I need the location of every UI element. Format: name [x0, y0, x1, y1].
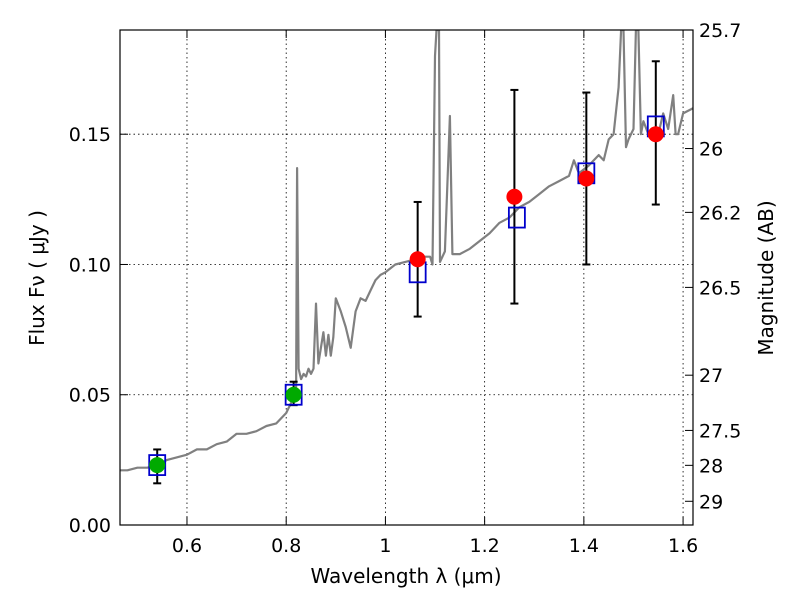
x-tick-label: 1.6	[668, 535, 698, 557]
y-axis-ticks: 0.00 0.05 0.10 0.15	[69, 124, 128, 537]
right-axis-ticks: 25.7 26 26.2 26.5 27 27.5 28 29	[685, 20, 741, 513]
x-tick-label: 1.2	[470, 535, 500, 557]
plot-frame	[119, 29, 694, 526]
x-tick-label: 0.8	[271, 535, 301, 557]
plot-area	[120, 30, 693, 485]
x-tick-label: 1	[379, 535, 391, 557]
right-tick-label: 25.7	[699, 20, 741, 42]
observed-nir-point	[647, 126, 664, 143]
observed-nir-point	[578, 170, 595, 187]
observed-nir-point	[506, 188, 523, 205]
right-tick-label: 29	[699, 491, 723, 513]
observed-optical-point	[149, 457, 166, 474]
right-axis-label: Magnitude (AB)	[754, 200, 778, 355]
y-tick-label: 0.05	[69, 385, 111, 407]
right-tick-label: 27.5	[699, 420, 741, 442]
y-tick-label: 0.00	[69, 515, 111, 537]
y-axis-label: Flux Fν ( μJy )	[25, 210, 49, 346]
y-tick-label: 0.10	[69, 254, 111, 276]
y-tick-label: 0.15	[69, 124, 111, 146]
x-axis-ticks: 0.6 0.8 1 1.2 1.4 1.6	[172, 30, 698, 557]
right-tick-label: 26	[699, 139, 723, 161]
x-axis-label: Wavelength λ (μm)	[310, 564, 501, 588]
x-tick-label: 0.6	[172, 535, 202, 557]
right-tick-label: 26.5	[699, 277, 741, 299]
x-tick-label: 1.4	[569, 535, 599, 557]
right-tick-label: 26.2	[699, 202, 741, 224]
right-tick-label: 27	[699, 365, 723, 387]
model-band-square	[507, 206, 526, 229]
grid	[120, 30, 693, 525]
right-tick-label: 28	[699, 455, 723, 477]
observed-nir-point	[409, 251, 426, 268]
spectrum-line	[120, 30, 693, 472]
observed-optical-point	[285, 386, 302, 403]
